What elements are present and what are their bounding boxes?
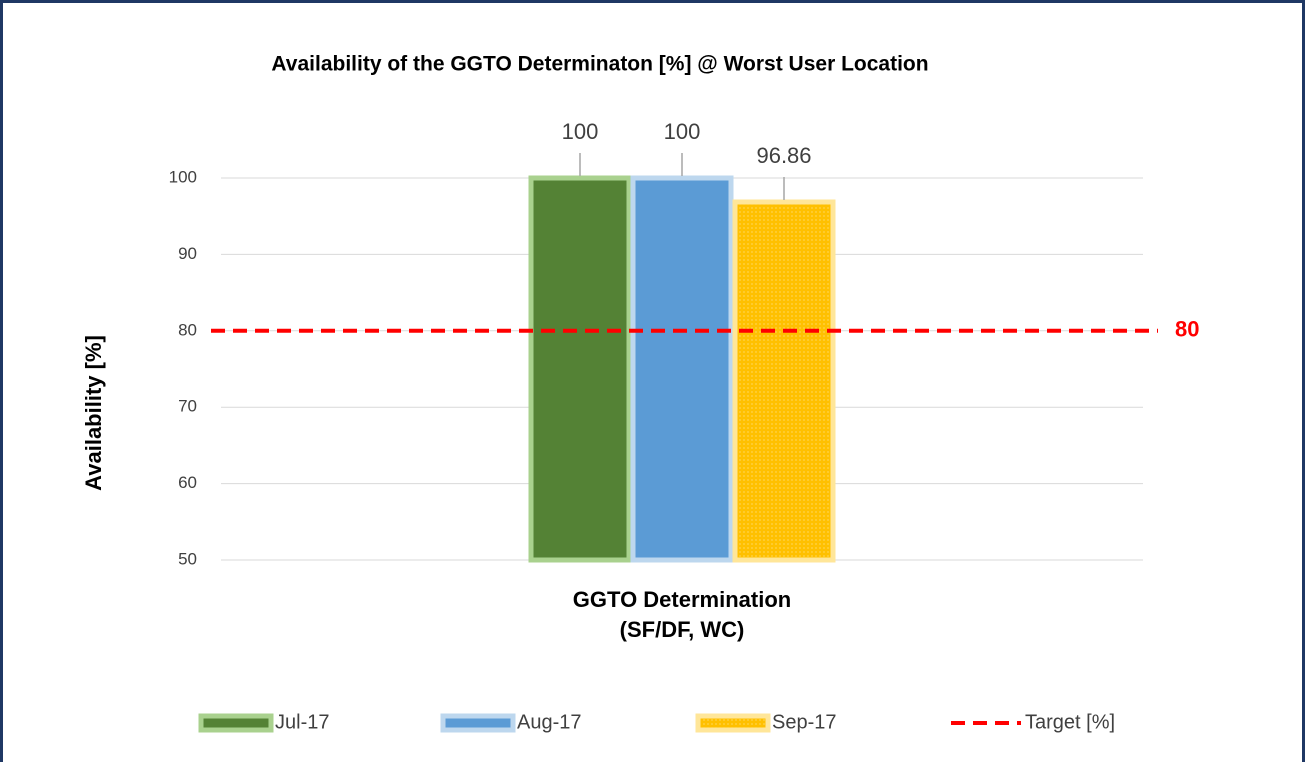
y-tick-label: 60	[178, 473, 197, 492]
chart: Availability of the GGTO Determinaton [%…	[81, 53, 1200, 734]
legend-label: Jul-17	[275, 711, 329, 733]
legend-label: Sep-17	[772, 711, 837, 733]
y-tick-label: 100	[169, 167, 197, 186]
legend-label: Aug-17	[517, 711, 582, 733]
x-tick-label: GGTO Determination (SF/DF, WC)	[572, 587, 792, 642]
legend-swatch	[440, 713, 516, 733]
target-label: 80	[1175, 317, 1199, 342]
y-tick-label: 90	[178, 244, 197, 263]
legend-swatch	[695, 713, 771, 733]
y-axis-label: Availability [%]	[81, 335, 106, 491]
y-tick-label: 70	[178, 397, 197, 416]
data-label: 100	[664, 119, 701, 144]
bar	[732, 199, 836, 563]
chart-title: Availability of the GGTO Determinaton [%…	[271, 53, 928, 76]
data-label: 96.86	[756, 143, 811, 168]
y-tick-label: 80	[178, 320, 197, 339]
y-tick-label: 50	[178, 549, 197, 568]
legend-swatch	[198, 713, 274, 733]
data-label: 100	[562, 119, 599, 144]
bar	[630, 175, 734, 563]
bar	[528, 175, 632, 563]
legend-label: Target [%]	[1025, 711, 1115, 733]
